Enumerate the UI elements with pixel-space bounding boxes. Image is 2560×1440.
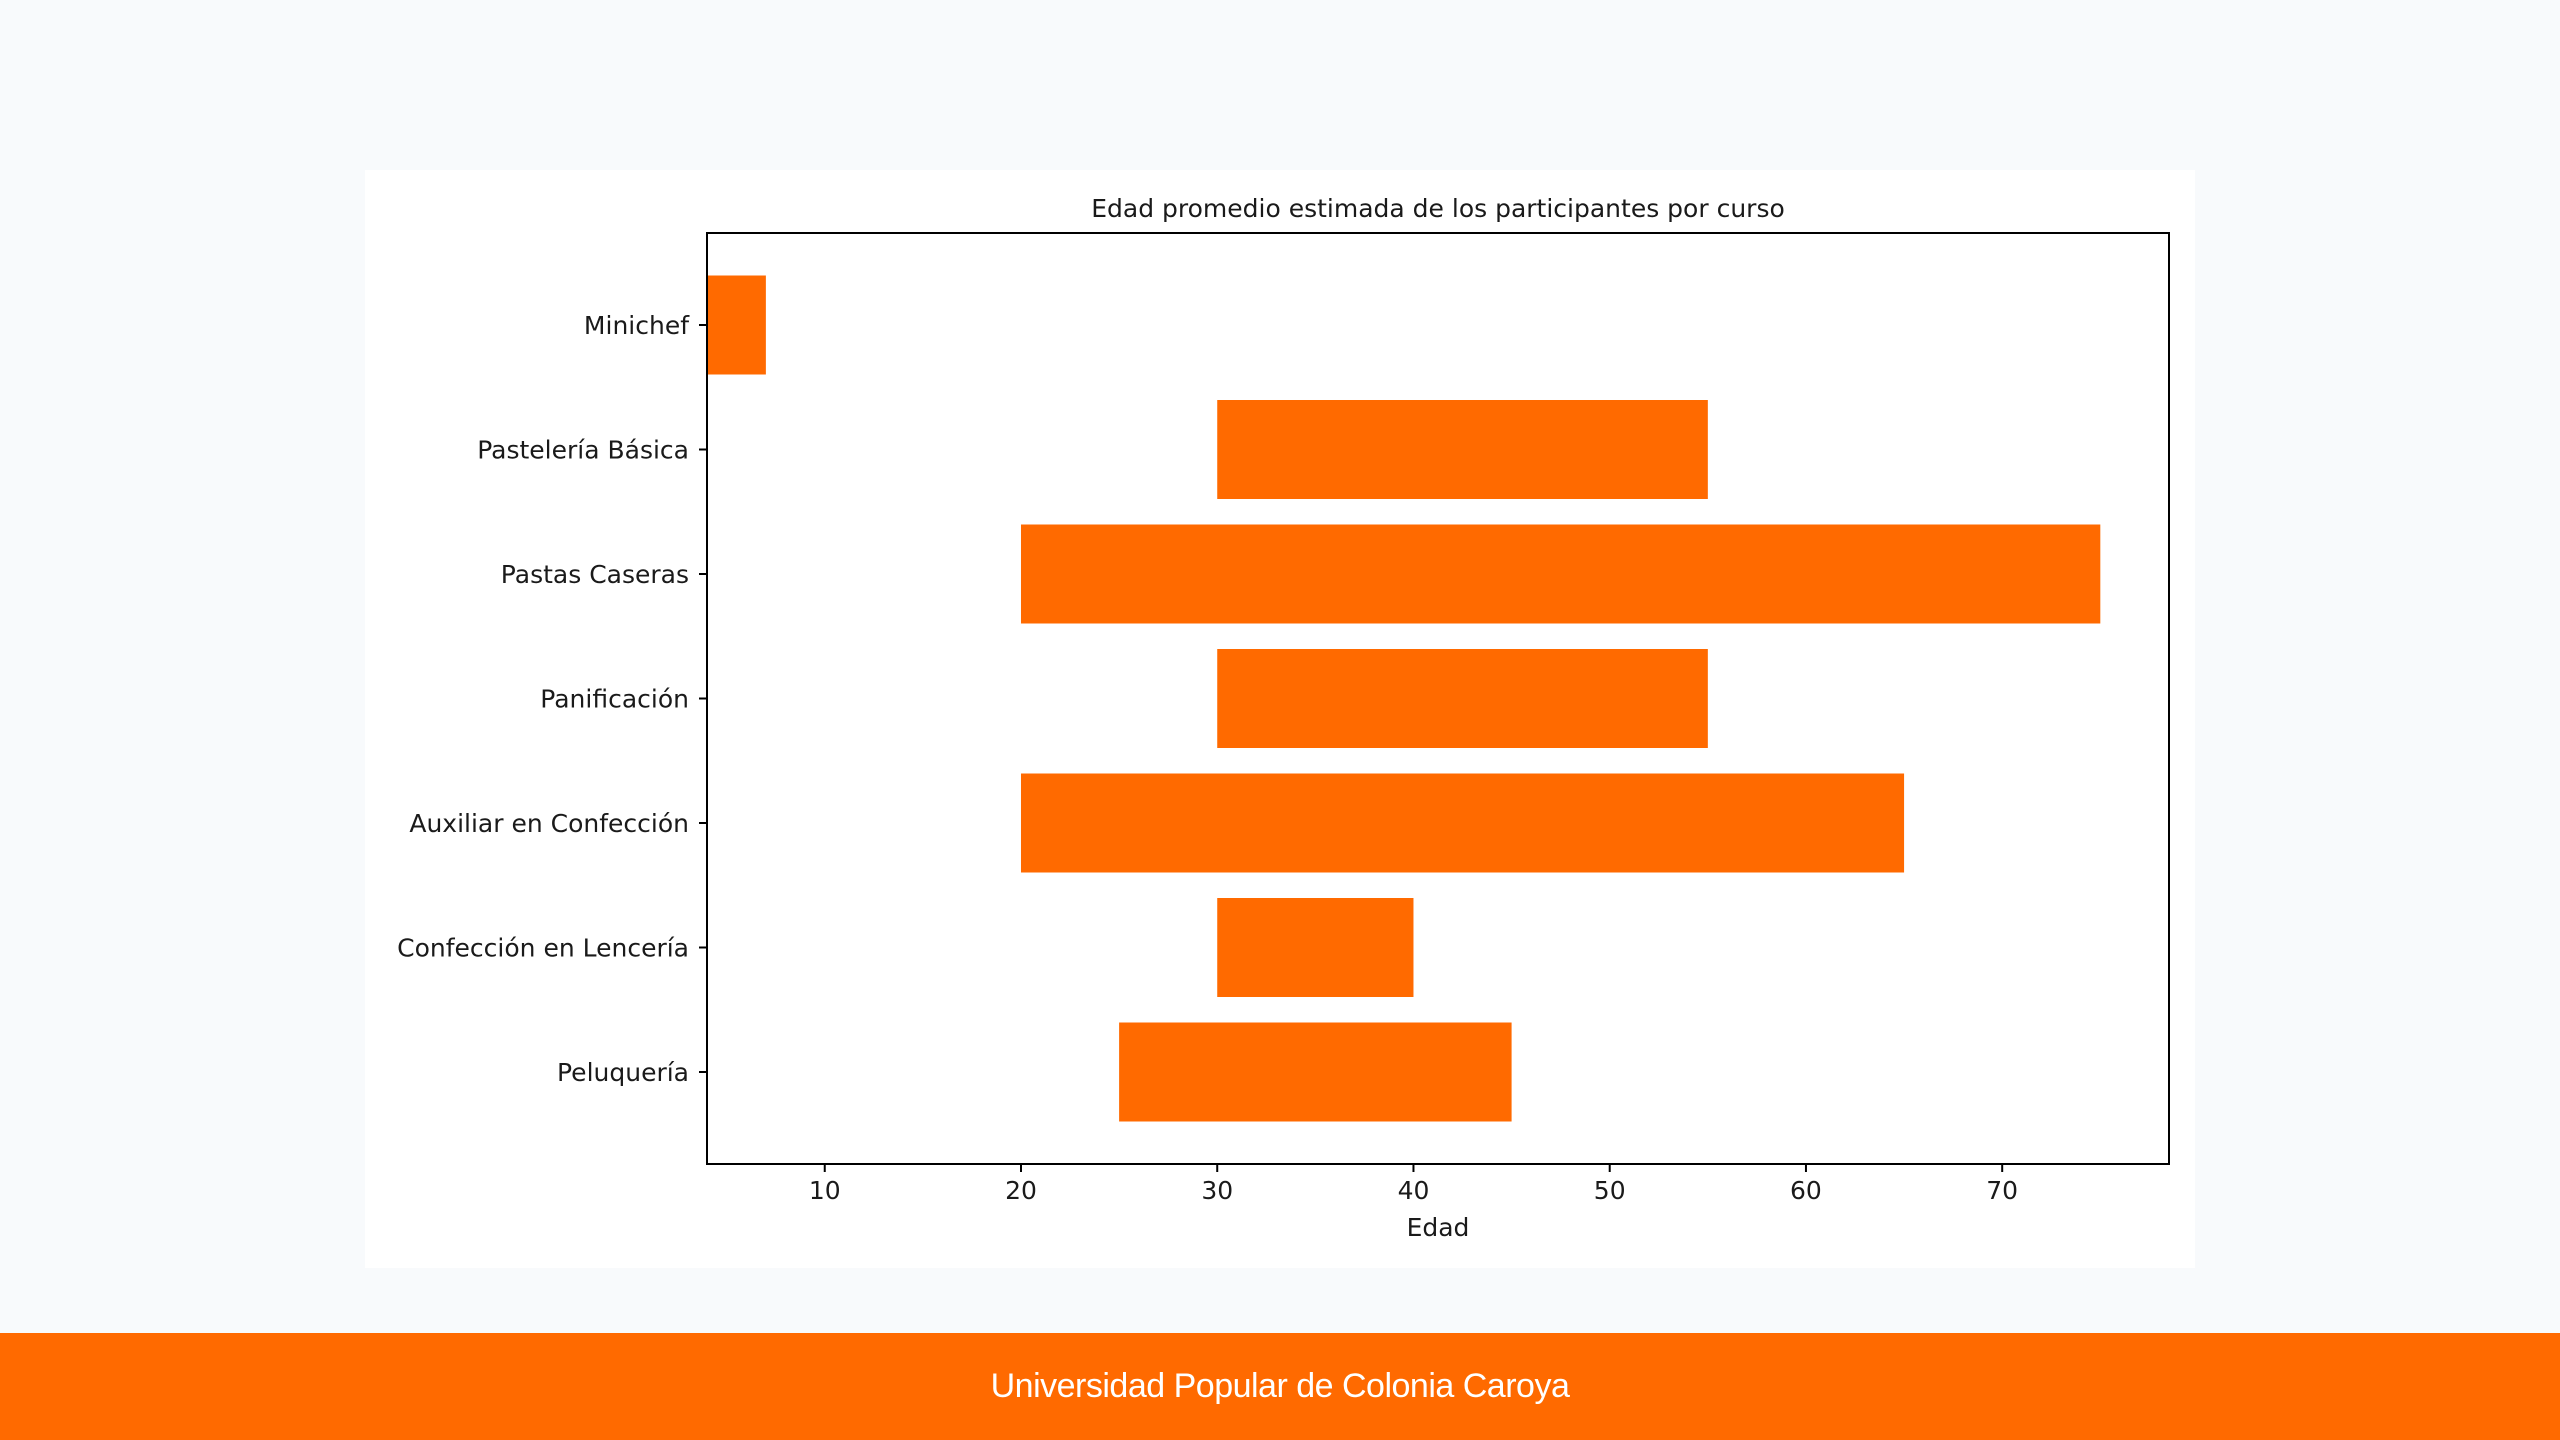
bar [707, 275, 766, 375]
y-tick-label: Peluquería [557, 1058, 689, 1087]
bar [1020, 773, 1905, 873]
y-tick-label: Auxiliar en Confección [409, 809, 689, 838]
bar [1020, 524, 2101, 624]
y-axis: Minichef Pastelería Básica Pastas Caseras P… [397, 311, 707, 1087]
y-tick-label: Pastelería Básica [477, 436, 689, 465]
y-tick-label: Pastas Caseras [501, 560, 689, 589]
x-tick-label: 70 [1986, 1176, 2018, 1205]
bar [1217, 649, 1708, 748]
bar [1217, 898, 1414, 997]
y-tick-label: Panificación [540, 685, 689, 714]
bars-layer [707, 275, 2101, 1122]
y-tick-label: Minichef [584, 311, 690, 340]
bar [1217, 400, 1708, 499]
footer-bar: Universidad Popular de Colonia Caroya [0, 1333, 2560, 1440]
y-tick-label: Confección en Lencería [397, 934, 689, 963]
bar [1119, 1022, 1512, 1122]
x-tick-label: 40 [1398, 1176, 1430, 1205]
x-tick-label: 60 [1790, 1176, 1822, 1205]
chart-title: Edad promedio estimada de los participan… [1091, 194, 1785, 223]
x-tick-label: 20 [1005, 1176, 1037, 1205]
x-axis-label: Edad [1407, 1213, 1470, 1242]
x-tick-label: 10 [809, 1176, 841, 1205]
x-tick-label: 30 [1201, 1176, 1233, 1205]
x-tick-label: 50 [1594, 1176, 1626, 1205]
footer-text: Universidad Popular de Colonia Caroya [990, 1367, 1570, 1405]
x-axis: 10 20 30 40 50 60 70 [809, 1164, 2018, 1205]
